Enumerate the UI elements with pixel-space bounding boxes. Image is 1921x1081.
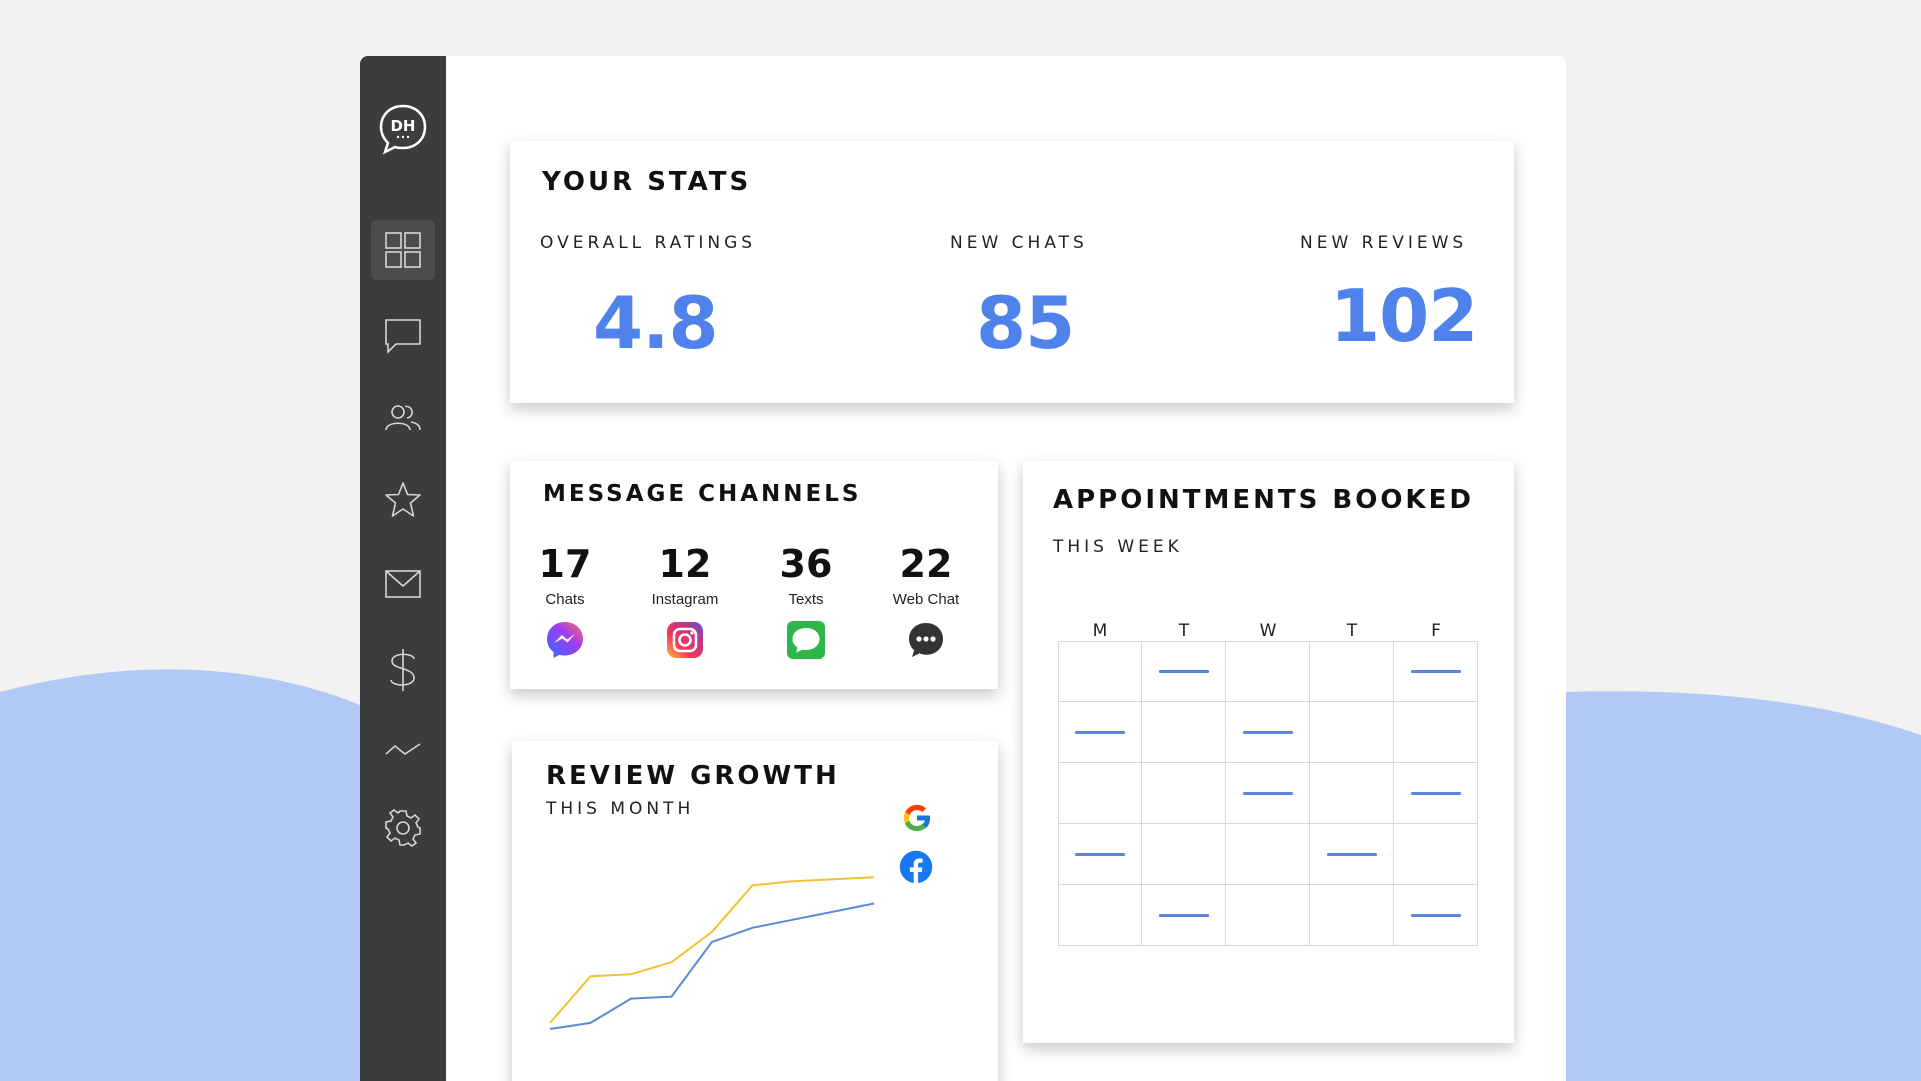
channel-count: 22	[899, 542, 953, 586]
users-icon	[385, 405, 421, 431]
appointment-marker[interactable]	[1411, 792, 1461, 795]
stats-title: YOUR STATS	[542, 167, 752, 197]
calendar-cell[interactable]	[1310, 641, 1394, 702]
calendar-cell[interactable]	[1310, 702, 1394, 763]
day-label: M	[1092, 621, 1108, 641]
overall-ratings-value: 4.8	[593, 281, 719, 365]
appointment-marker[interactable]	[1075, 731, 1125, 734]
appointment-marker[interactable]	[1411, 670, 1461, 673]
calendar-cell[interactable]	[1310, 763, 1394, 824]
appointments-card: APPOINTMENTS BOOKED THIS WEEK M T W T F	[1023, 461, 1514, 1043]
sidebar-item-contacts[interactable]	[371, 388, 435, 448]
facebook-icon	[899, 850, 933, 884]
gear-icon	[385, 809, 421, 847]
star-icon	[385, 482, 421, 517]
facebook-series-line	[549, 902, 875, 1030]
dashboard-grid-icon	[385, 232, 421, 268]
appointment-marker[interactable]	[1075, 853, 1125, 856]
messages-icon	[787, 621, 825, 659]
new-reviews-label: NEW REVIEWS	[1300, 233, 1468, 253]
day-label: W	[1259, 621, 1277, 641]
calendar-cell[interactable]	[1394, 824, 1478, 885]
channel-chats[interactable]: 17 Chats	[505, 541, 625, 665]
appointment-marker[interactable]	[1243, 731, 1293, 734]
channel-name: Instagram	[651, 591, 719, 608]
review-growth-subtitle: THIS MONTH	[546, 799, 695, 819]
calendar-cell[interactable]	[1394, 885, 1478, 946]
messenger-icon	[547, 622, 583, 658]
calendar-cell[interactable]	[1142, 885, 1226, 946]
channel-name: Chats	[545, 591, 585, 608]
appointments-subtitle: THIS WEEK	[1053, 537, 1183, 557]
calendar-cell[interactable]	[1226, 702, 1310, 763]
sidebar-item-payments[interactable]	[371, 640, 435, 700]
channel-texts[interactable]: 36 Texts	[746, 541, 866, 665]
logo-text: DH	[390, 117, 415, 135]
dashboard-window: DH	[360, 56, 1566, 1081]
chat-bubble-icon	[385, 319, 421, 354]
calendar-cell[interactable]	[1226, 641, 1310, 702]
sidebar-item-settings[interactable]	[371, 798, 435, 858]
channel-name: Web Chat	[892, 591, 960, 608]
calendar-cell[interactable]	[1058, 763, 1142, 824]
review-growth-card: REVIEW GROWTH THIS MONTH	[512, 741, 998, 1081]
instagram-icon	[667, 622, 703, 658]
sidebar-item-reports[interactable]	[371, 720, 435, 780]
sidebar-item-dashboard[interactable]	[371, 220, 435, 280]
calendar-cell[interactable]	[1058, 824, 1142, 885]
channel-count: 12	[658, 542, 712, 586]
appointment-marker[interactable]	[1243, 792, 1293, 795]
calendar-grid	[1058, 641, 1478, 946]
channel-count: 17	[538, 542, 592, 586]
calendar-cell[interactable]	[1226, 885, 1310, 946]
review-growth-chart	[549, 876, 875, 1030]
sidebar-item-chats[interactable]	[371, 306, 435, 366]
day-label: T	[1178, 621, 1190, 641]
channels-title: MESSAGE CHANNELS	[543, 481, 862, 507]
new-chats-value: 85	[976, 281, 1075, 365]
sidebar-item-mail[interactable]	[371, 554, 435, 614]
calendar-cell[interactable]	[1058, 702, 1142, 763]
day-label: T	[1346, 621, 1358, 641]
message-channels-card: MESSAGE CHANNELS 17 Chats 12 Instagram 3…	[510, 461, 998, 689]
calendar-cell[interactable]	[1394, 763, 1478, 824]
sidebar-item-reviews[interactable]	[371, 470, 435, 530]
appointments-title: APPOINTMENTS BOOKED	[1053, 485, 1474, 515]
mail-icon	[385, 570, 421, 598]
calendar-cell[interactable]	[1142, 763, 1226, 824]
appointment-marker[interactable]	[1411, 914, 1461, 917]
channel-web-chat[interactable]: 22 Web Chat	[866, 541, 986, 665]
calendar-cell[interactable]	[1142, 824, 1226, 885]
calendar-cell[interactable]	[1142, 641, 1226, 702]
trend-line-icon	[385, 743, 421, 755]
dollar-icon	[390, 649, 415, 691]
new-reviews-value: 102	[1330, 274, 1478, 358]
webchat-icon	[909, 623, 943, 657]
stats-card: YOUR STATS OVERALL RATINGS 4.8 NEW CHATS…	[510, 141, 1514, 403]
calendar-cell[interactable]	[1226, 824, 1310, 885]
calendar-cell[interactable]	[1394, 702, 1478, 763]
channel-name: Texts	[788, 591, 824, 608]
channel-instagram[interactable]: 12 Instagram	[625, 541, 745, 665]
review-growth-title: REVIEW GROWTH	[546, 761, 840, 791]
channel-count: 36	[779, 542, 833, 586]
sidebar: DH	[360, 56, 446, 1081]
appointment-marker[interactable]	[1159, 670, 1209, 673]
calendar-cell[interactable]	[1058, 885, 1142, 946]
calendar-cell[interactable]	[1226, 763, 1310, 824]
new-chats-label: NEW CHATS	[950, 233, 1088, 253]
appointment-marker[interactable]	[1327, 853, 1377, 856]
calendar-cell[interactable]	[1310, 824, 1394, 885]
calendar-cell[interactable]	[1142, 702, 1226, 763]
day-label: F	[1431, 621, 1441, 641]
calendar-cell[interactable]	[1394, 641, 1478, 702]
appointment-marker[interactable]	[1159, 914, 1209, 917]
calendar-cell[interactable]	[1310, 885, 1394, 946]
google-icon	[903, 804, 931, 832]
dh-logo-icon: DH	[379, 104, 427, 155]
google-series-line	[549, 876, 875, 1024]
overall-ratings-label: OVERALL RATINGS	[540, 233, 757, 253]
calendar-cell[interactable]	[1058, 641, 1142, 702]
